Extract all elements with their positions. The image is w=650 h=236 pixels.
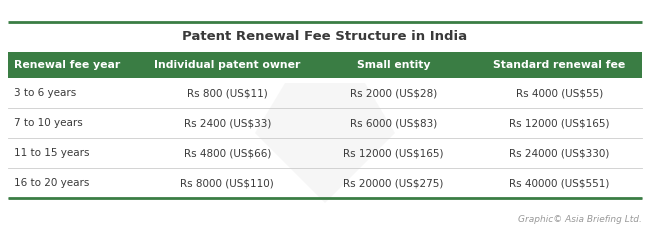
Text: Rs 6000 (US$83): Rs 6000 (US$83) [350, 118, 437, 128]
Text: Rs 8000 (US$110): Rs 8000 (US$110) [181, 178, 274, 188]
Text: 3 to 6 years: 3 to 6 years [14, 88, 76, 98]
Bar [8, 52, 642, 78]
Text: Rs 12000 (US$165): Rs 12000 (US$165) [343, 148, 444, 158]
Text: Rs 800 (US$11): Rs 800 (US$11) [187, 88, 268, 98]
Text: Rs 20000 (US$275): Rs 20000 (US$275) [343, 178, 444, 188]
Text: Rs 24000 (US$330): Rs 24000 (US$330) [509, 148, 610, 158]
Text: Rs 4800 (US$66): Rs 4800 (US$66) [184, 148, 271, 158]
Text: Rs 40000 (US$551): Rs 40000 (US$551) [509, 178, 610, 188]
Text: Patent Renewal Fee Structure in India: Patent Renewal Fee Structure in India [183, 30, 467, 43]
Text: Renewal fee year: Renewal fee year [14, 60, 120, 70]
Text: 11 to 15 years: 11 to 15 years [14, 148, 90, 158]
Text: Rs 12000 (US$165): Rs 12000 (US$165) [509, 118, 610, 128]
Bar [8, 78, 642, 108]
Text: Individual patent owner: Individual patent owner [154, 60, 300, 70]
Bar [8, 168, 642, 198]
Text: Small entity: Small entity [357, 60, 430, 70]
Text: 7 to 10 years: 7 to 10 years [14, 118, 83, 128]
Text: Graphic© Asia Briefing Ltd.: Graphic© Asia Briefing Ltd. [518, 215, 642, 224]
Polygon shape [255, 83, 395, 203]
Text: Rs 2000 (US$28): Rs 2000 (US$28) [350, 88, 437, 98]
Text: Rs 4000 (US$55): Rs 4000 (US$55) [515, 88, 603, 98]
Text: Standard renewal fee: Standard renewal fee [493, 60, 625, 70]
Text: Rs 2400 (US$33): Rs 2400 (US$33) [184, 118, 271, 128]
Bar [8, 108, 642, 138]
Text: 16 to 20 years: 16 to 20 years [14, 178, 90, 188]
Bar [8, 138, 642, 168]
